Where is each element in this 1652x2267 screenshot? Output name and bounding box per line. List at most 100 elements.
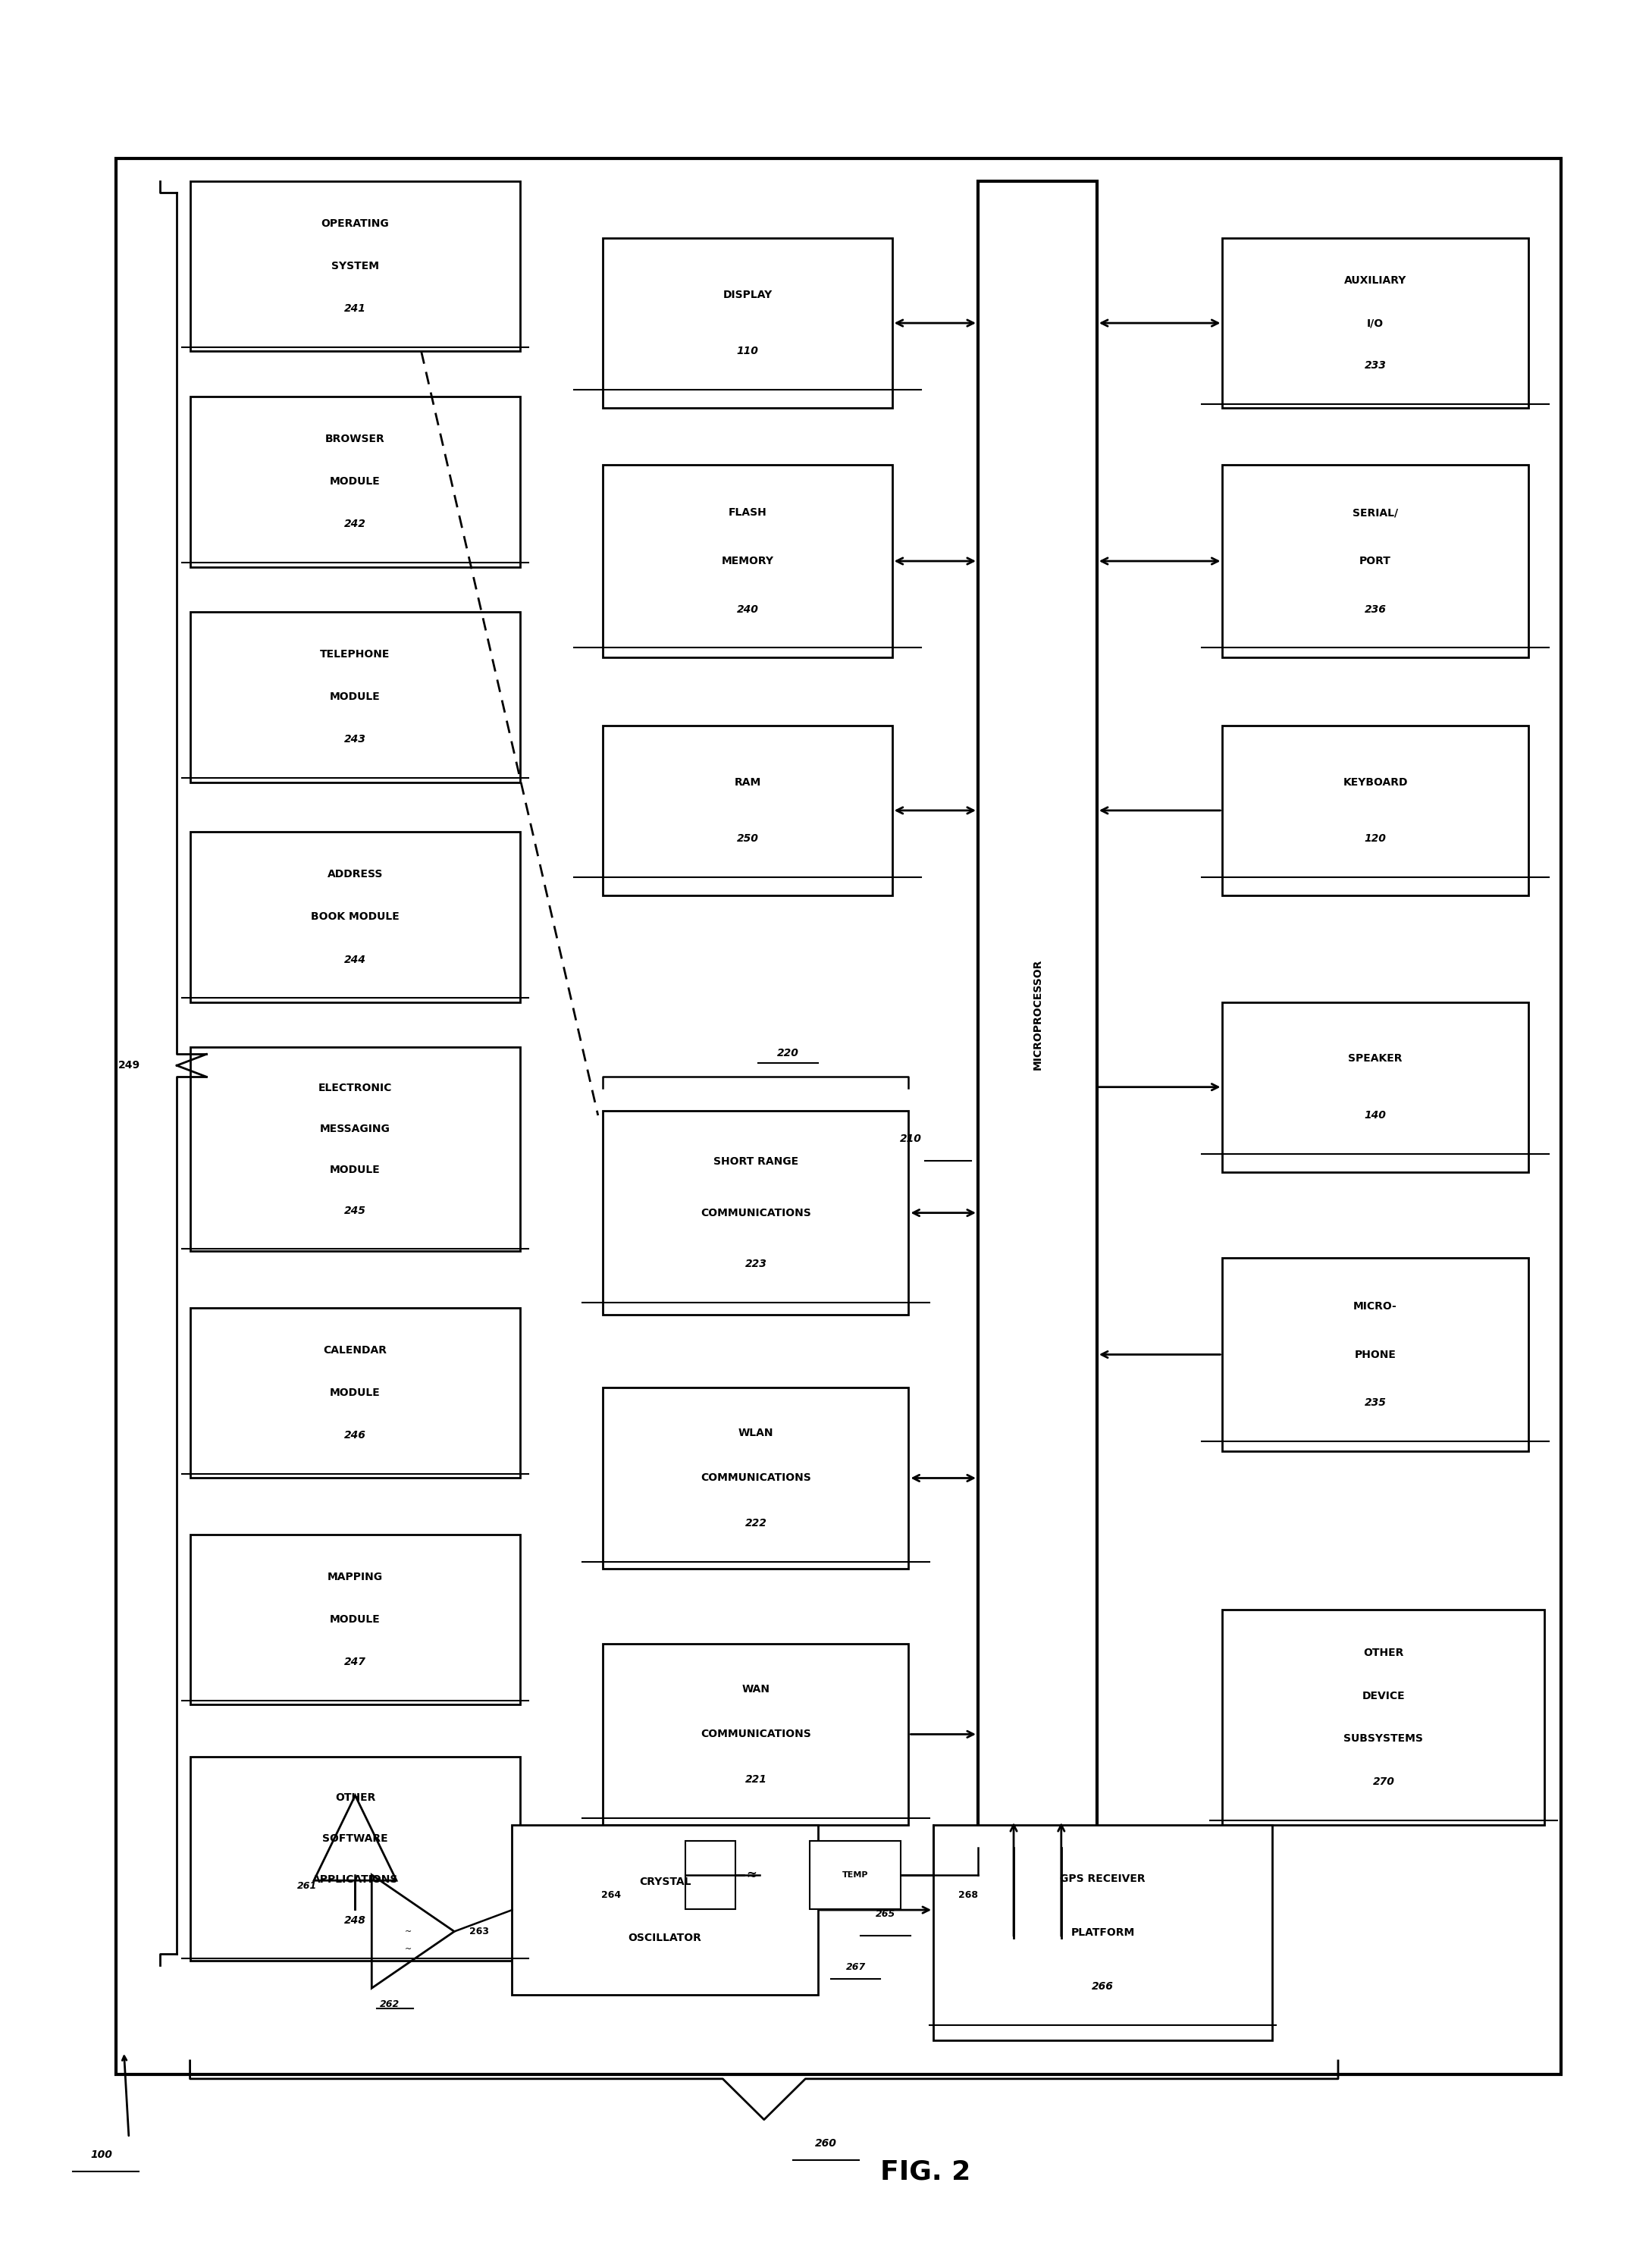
Text: SHORT RANGE: SHORT RANGE [714, 1156, 798, 1168]
Bar [190, 1535, 520, 1705]
Text: 261: 261 [297, 1882, 317, 1891]
Text: OTHER: OTHER [335, 1793, 375, 1802]
Text: 266: 266 [1092, 1981, 1113, 1993]
Text: 265: 265 [876, 1909, 895, 1918]
Text: COMMUNICATIONS: COMMUNICATIONS [700, 1730, 811, 1739]
Text: 140: 140 [1365, 1111, 1386, 1120]
Bar [1222, 238, 1528, 408]
Text: 243: 243 [344, 735, 367, 746]
Bar [1222, 1002, 1528, 1172]
Bar [686, 1841, 735, 1909]
Text: 120: 120 [1365, 834, 1386, 843]
Text: 247: 247 [344, 1657, 367, 1669]
Text: FLASH: FLASH [729, 508, 767, 519]
Text: GPS RECEIVER: GPS RECEIVER [1061, 1873, 1145, 1884]
Text: BOOK MODULE: BOOK MODULE [311, 911, 400, 923]
Text: MODULE: MODULE [330, 476, 380, 487]
Bar [190, 181, 520, 351]
Bar [190, 1047, 520, 1251]
Text: SOFTWARE: SOFTWARE [322, 1834, 388, 1843]
Text: FIG. 2: FIG. 2 [881, 2158, 970, 2185]
Bar [603, 1644, 909, 1825]
Text: ELECTRONIC: ELECTRONIC [319, 1084, 392, 1093]
Text: 240: 240 [737, 603, 758, 614]
Text: PLATFORM: PLATFORM [1070, 1927, 1135, 1938]
Text: 221: 221 [745, 1775, 767, 1784]
Text: MESSAGING: MESSAGING [320, 1124, 390, 1134]
Text: 242: 242 [344, 519, 367, 530]
Text: 250: 250 [737, 834, 758, 843]
Text: 235: 235 [1365, 1396, 1386, 1408]
Text: RAM: RAM [733, 778, 762, 787]
Text: OTHER: OTHER [1363, 1648, 1404, 1657]
Text: COMMUNICATIONS: COMMUNICATIONS [700, 1208, 811, 1217]
Text: MAPPING: MAPPING [327, 1571, 383, 1582]
Bar [603, 465, 892, 657]
Bar [603, 238, 892, 408]
Text: MICRO-: MICRO- [1353, 1301, 1398, 1313]
Text: MODULE: MODULE [330, 1165, 380, 1174]
Text: MEMORY: MEMORY [722, 555, 773, 567]
Bar [1222, 1610, 1545, 1825]
Text: PHONE: PHONE [1355, 1349, 1396, 1360]
Text: 236: 236 [1365, 603, 1386, 614]
Bar [603, 1111, 909, 1315]
Text: ≈: ≈ [747, 1868, 757, 1882]
Text: SYSTEM: SYSTEM [332, 261, 378, 272]
Text: 263: 263 [469, 1927, 489, 1936]
Bar [190, 1757, 520, 1961]
Text: 210: 210 [900, 1134, 922, 1145]
Bar [1222, 1258, 1528, 1451]
Text: PORT: PORT [1360, 555, 1391, 567]
Text: AUXILIARY: AUXILIARY [1345, 274, 1406, 286]
Text: 220: 220 [776, 1047, 800, 1059]
Text: OSCILLATOR: OSCILLATOR [628, 1934, 702, 1943]
Text: COMMUNICATIONS: COMMUNICATIONS [700, 1474, 811, 1483]
Text: 223: 223 [745, 1258, 767, 1270]
Bar [603, 1387, 909, 1569]
Bar [809, 1841, 900, 1909]
Text: ADDRESS: ADDRESS [327, 868, 383, 880]
Text: CALENDAR: CALENDAR [324, 1344, 387, 1356]
Bar [933, 1825, 1272, 2040]
Text: DEVICE: DEVICE [1363, 1691, 1404, 1700]
Text: APPLICATIONS: APPLICATIONS [312, 1875, 398, 1884]
Bar [1222, 465, 1528, 657]
Text: ~: ~ [405, 1945, 411, 1954]
Text: MODULE: MODULE [330, 691, 380, 703]
Bar [978, 181, 1097, 1848]
Text: TELEPHONE: TELEPHONE [320, 648, 390, 660]
Text: 244: 244 [344, 954, 367, 966]
Bar [116, 159, 1561, 2074]
Text: CRYSTAL: CRYSTAL [639, 1877, 691, 1886]
Text: 260: 260 [814, 2138, 838, 2149]
Text: BROWSER: BROWSER [325, 433, 385, 444]
Text: 241: 241 [344, 304, 367, 315]
Text: TEMP: TEMP [843, 1870, 867, 1879]
Text: 262: 262 [380, 1999, 400, 2009]
Text: 246: 246 [344, 1430, 367, 1442]
Text: SERIAL/: SERIAL/ [1353, 508, 1398, 519]
Text: WLAN: WLAN [738, 1428, 773, 1437]
Bar [190, 832, 520, 1002]
Text: SPEAKER: SPEAKER [1348, 1054, 1403, 1063]
Text: 222: 222 [745, 1519, 767, 1528]
Text: 264: 264 [601, 1891, 621, 1900]
Text: DISPLAY: DISPLAY [724, 290, 771, 299]
Text: 233: 233 [1365, 360, 1386, 372]
Text: OPERATING: OPERATING [320, 218, 390, 229]
Text: 110: 110 [737, 347, 758, 356]
Text: 270: 270 [1373, 1777, 1394, 1786]
Text: 100: 100 [91, 2149, 112, 2160]
Text: I/O: I/O [1366, 317, 1384, 329]
Bar [190, 1308, 520, 1478]
Bar [190, 612, 520, 782]
Text: 245: 245 [344, 1206, 367, 1215]
Bar [190, 397, 520, 567]
Text: WAN: WAN [742, 1684, 770, 1693]
Text: ~: ~ [405, 1927, 411, 1936]
Text: MODULE: MODULE [330, 1387, 380, 1399]
Text: 249: 249 [119, 1061, 140, 1070]
Text: KEYBOARD: KEYBOARD [1343, 778, 1408, 787]
Bar [603, 725, 892, 895]
